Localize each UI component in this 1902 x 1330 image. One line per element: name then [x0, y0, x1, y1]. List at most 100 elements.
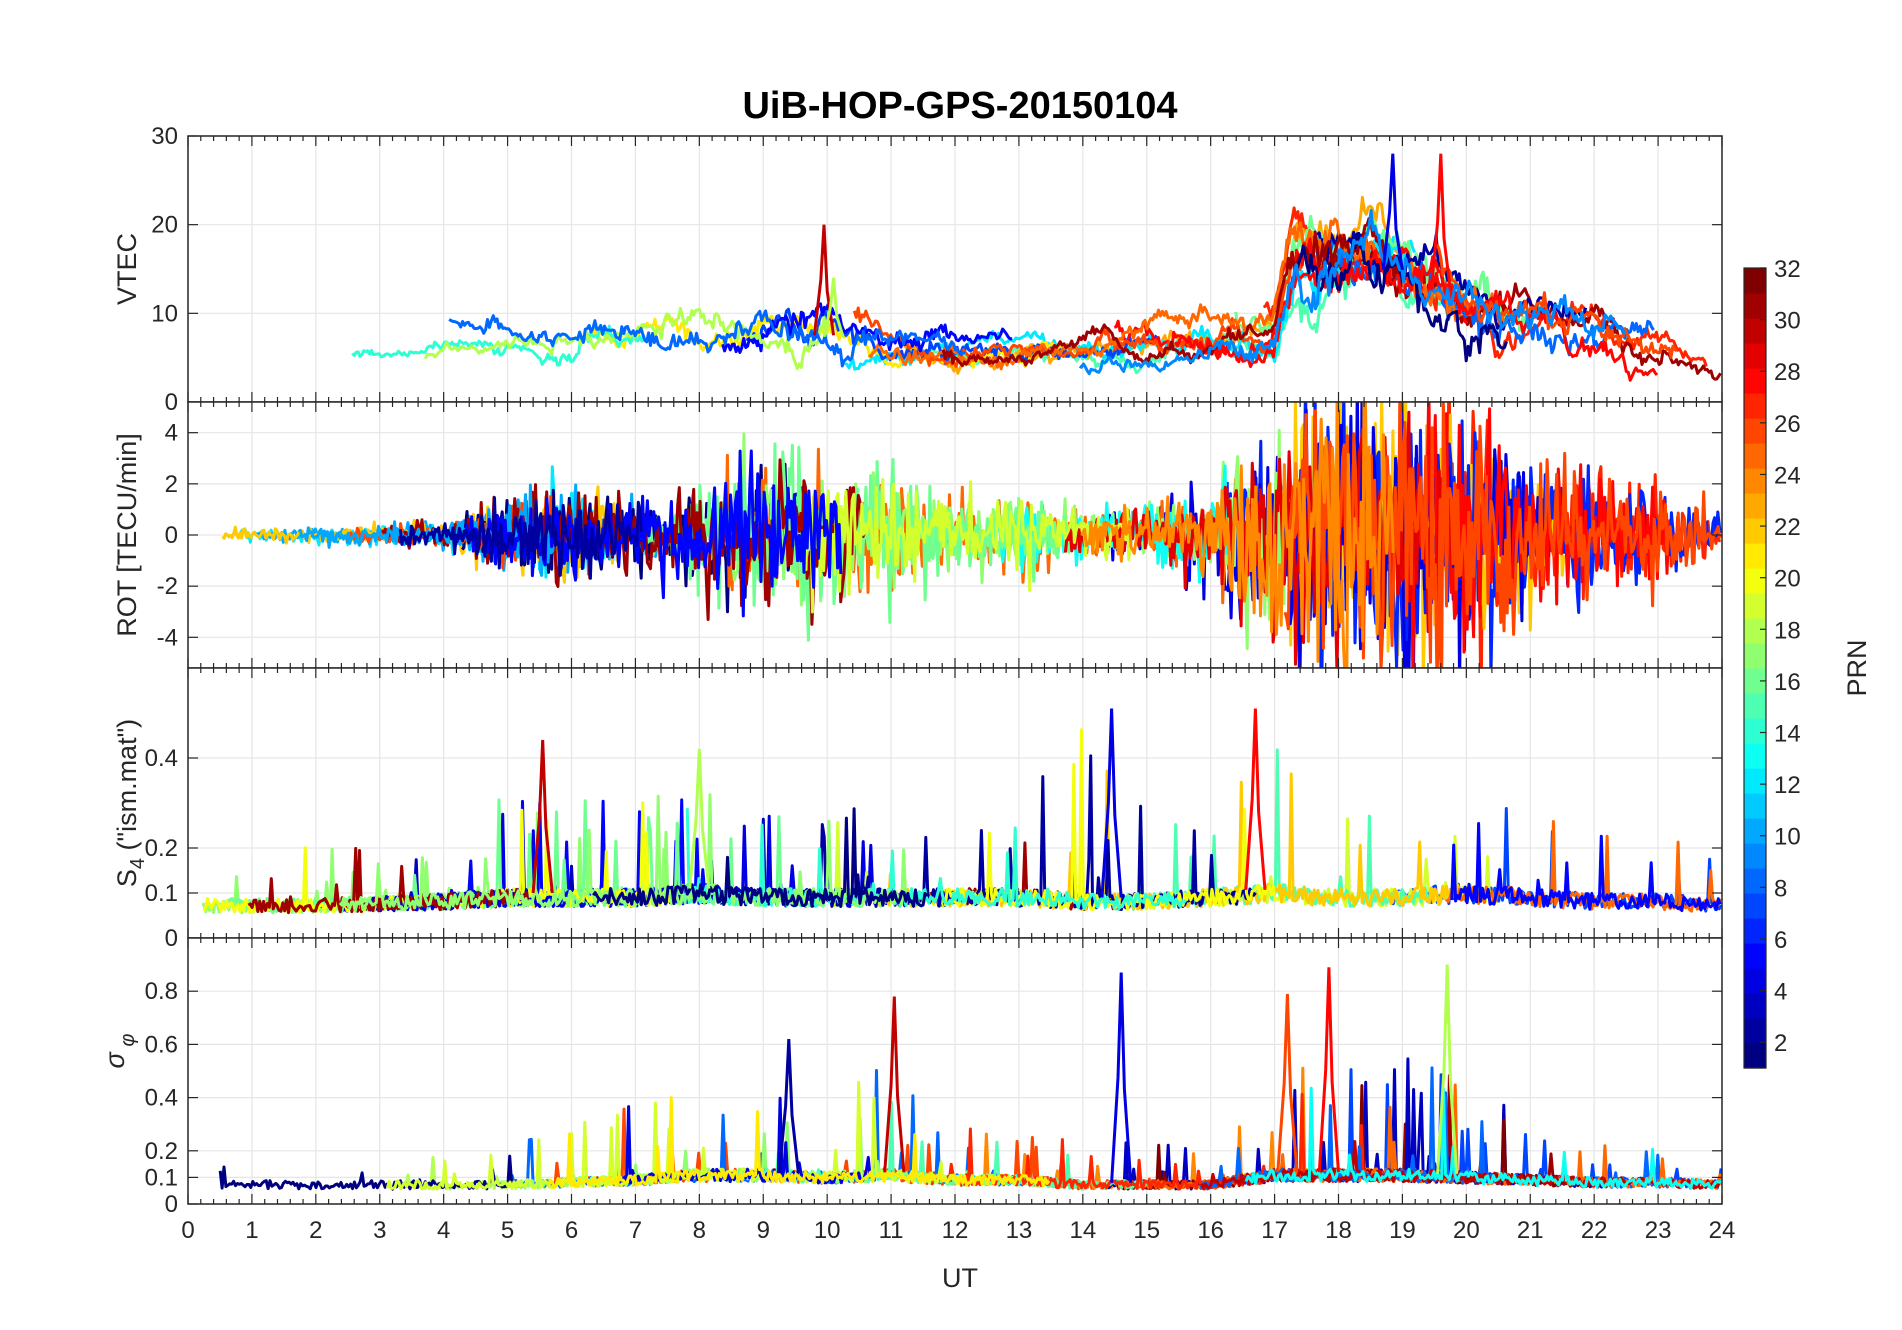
- series-prn-trace: [1283, 402, 1722, 668]
- colorbar-swatch: [1744, 1018, 1766, 1044]
- y-axis-label: ROT [TECU/min]: [112, 433, 142, 637]
- x-tick-label: 23: [1645, 1217, 1672, 1244]
- x-ticks: [187, 402, 1723, 668]
- colorbar-swatch: [1744, 268, 1766, 294]
- x-tick-label: 24: [1709, 1217, 1736, 1244]
- y-tick-label: 0: [165, 522, 178, 549]
- x-tick-label: 15: [1133, 1217, 1160, 1244]
- colorbar-swatch: [1744, 1043, 1766, 1069]
- colorbar-tick-label: 2: [1774, 1030, 1787, 1057]
- y-tick-label: 30: [151, 123, 178, 150]
- colorbar-swatch: [1744, 318, 1766, 344]
- colorbar-tick-label: 8: [1774, 875, 1787, 902]
- y-tick-label: -2: [157, 573, 178, 600]
- y-tick-label: 0: [165, 925, 178, 952]
- colorbar-tick-label: 28: [1774, 359, 1801, 386]
- y-axis-label: σ φ: [100, 1034, 139, 1069]
- series-peak: [1436, 964, 1459, 1175]
- x-tick-label: 0: [181, 1217, 194, 1244]
- panel-S4: 0 0.1 0.2 0.4S4 ("ism.mat"): [112, 667, 1723, 952]
- y-ticks: 0 10 20 30: [151, 123, 1722, 416]
- series-prn-trace: [423, 306, 830, 371]
- colorbar-tick-label: 20: [1774, 566, 1801, 593]
- x-tick-label: 9: [757, 1217, 770, 1244]
- series-prn-trace: [1406, 402, 1674, 668]
- series-prn-trace: [721, 302, 1013, 354]
- colorbar-tick-label: 6: [1774, 927, 1787, 954]
- colorbar-tick-label: 22: [1774, 514, 1801, 541]
- x-tick-label: 7: [629, 1217, 642, 1244]
- x-tick-label: 14: [1069, 1217, 1096, 1244]
- colorbar-swatch: [1744, 418, 1766, 444]
- y-tick-label: 0.6: [145, 1031, 178, 1058]
- x-tick-labels: 0 1 2 3 4 5 6 7 8 9 10 11 12 13 14 15 16 17 18 19 20 21 22 23 24: [181, 1217, 1735, 1244]
- series-peak: [777, 1039, 800, 1174]
- x-tick-label: 4: [437, 1217, 450, 1244]
- colorbar-swatch: [1744, 593, 1766, 619]
- series-prn-trace: [1078, 208, 1627, 376]
- y-tick-label: 0.8: [145, 978, 178, 1005]
- colorbar-swatch: [1744, 743, 1766, 769]
- colorbar-swatch: [1744, 793, 1766, 819]
- y-ticks: 00.10.2 0.4 0.6 0.8: [145, 978, 1722, 1218]
- colorbar-swatch: [1744, 643, 1766, 669]
- colorbar-swatch: [1744, 443, 1766, 469]
- series-prn-trace: [547, 1096, 1051, 1190]
- y-axis-label: VTEC: [112, 233, 142, 305]
- x-tick-label: 8: [693, 1217, 706, 1244]
- series-prn-trace: [941, 217, 1401, 368]
- series-group: [201, 708, 1722, 915]
- y-tick-label: 0.1: [145, 1164, 178, 1191]
- y-tick-label: 20: [151, 212, 178, 239]
- x-tick-label: 22: [1581, 1217, 1608, 1244]
- x-tick-label: 17: [1261, 1217, 1288, 1244]
- x-ticks: [187, 938, 1723, 1204]
- y-tick-label: 0.2: [145, 835, 178, 862]
- colorbar-tick-label: 16: [1774, 669, 1801, 696]
- x-tick-label: 21: [1517, 1217, 1544, 1244]
- colorbar-tick-label: 10: [1774, 824, 1801, 851]
- x-tick-label: 11: [879, 1217, 904, 1244]
- colorbar-swatch: [1744, 768, 1766, 794]
- colorbar-tick-label: 26: [1774, 411, 1801, 438]
- y-tick-label: 2: [165, 471, 178, 498]
- series-prn-trace: [1174, 237, 1659, 382]
- y-ticks: 0 0.1 0.2 0.4: [145, 745, 1722, 952]
- series-peak: [1110, 972, 1133, 1183]
- series-prn-trace: [351, 324, 646, 367]
- series-peak: [1429, 153, 1452, 291]
- colorbar-swatch: [1744, 393, 1766, 419]
- series-peak: [1381, 153, 1404, 271]
- series-peak: [1244, 708, 1267, 891]
- series-peak: [531, 739, 554, 894]
- x-tick-label: 1: [245, 1217, 258, 1244]
- colorbar-swatch: [1744, 493, 1766, 519]
- series-peak: [822, 277, 845, 338]
- series-peak: [1100, 708, 1123, 898]
- x-axis-label: UT: [942, 1263, 978, 1293]
- series-prn-trace: [801, 478, 1132, 614]
- panel-VTEC: 0 10 20 30 VTEC: [112, 123, 1723, 416]
- y-tick-label: 0.4: [145, 1085, 178, 1112]
- x-tick-label: 19: [1389, 1217, 1416, 1244]
- series-prn-trace: [448, 309, 966, 368]
- colorbar-tick-label: 4: [1774, 979, 1787, 1006]
- series-peak: [688, 748, 711, 889]
- y-tick-label: 10: [151, 300, 178, 327]
- colorbar-swatch: [1744, 893, 1766, 919]
- x-ticks: [187, 668, 1723, 938]
- series-group: [218, 964, 1722, 1191]
- panel-ROT: -4 -2 0 2 4 ROT [TECU/min]: [112, 401, 1723, 669]
- y-tick-label: 0.2: [145, 1138, 178, 1165]
- series-group: [351, 153, 1722, 382]
- series-prn-trace: [451, 449, 843, 618]
- y-ticks: -4 -2 0 2 4: [157, 420, 1722, 651]
- colorbar-swatch: [1744, 368, 1766, 394]
- colorbar-swatch: [1744, 718, 1766, 744]
- x-tick-label: 13: [1006, 1217, 1033, 1244]
- series-prn-trace: [1080, 402, 1395, 668]
- colorbar-swatch: [1744, 968, 1766, 994]
